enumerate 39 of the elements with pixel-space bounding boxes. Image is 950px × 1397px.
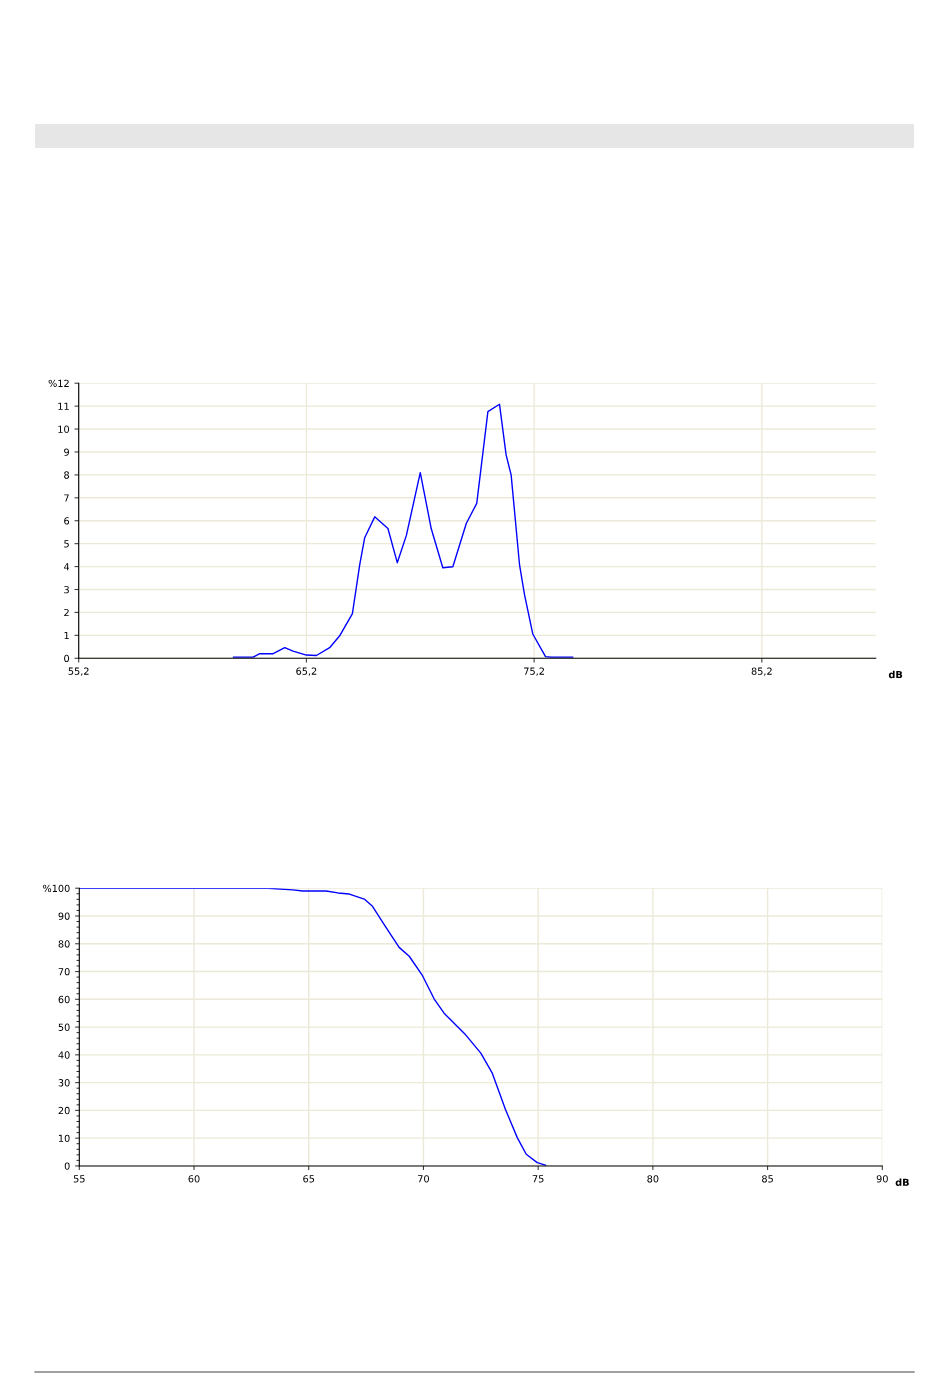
y-tick-label: 7 xyxy=(64,494,69,502)
y-tick-label: 70 xyxy=(58,968,70,976)
y-tick-label: 90 xyxy=(58,912,70,920)
y-tick-label: 3 xyxy=(64,585,69,594)
y-tick-label: 60 xyxy=(58,995,70,1004)
x-tick-label: 85 xyxy=(762,1175,773,1183)
y-tick-label: 4 xyxy=(63,563,70,571)
x-tick-label: 55,2 xyxy=(68,667,89,676)
y-tick-label: 20 xyxy=(58,1106,70,1115)
y-tick-label: 11 xyxy=(58,402,69,410)
x-axis-title: dB xyxy=(888,670,903,679)
x-tick-label: 70 xyxy=(418,1175,429,1183)
y-tick-label: 30 xyxy=(58,1079,70,1087)
y-tick-label: %12 xyxy=(48,379,69,388)
y-tick-label: 5 xyxy=(64,540,69,548)
x-axis-title: dB xyxy=(895,1178,909,1186)
y-tick-label: 8 xyxy=(64,471,70,479)
y-tick-label: 0 xyxy=(64,654,70,663)
y-tick-label: 0 xyxy=(64,1162,70,1170)
y-tick-label: 40 xyxy=(58,1051,70,1059)
y-tick-label: 50 xyxy=(58,1023,70,1031)
line-series xyxy=(232,403,574,658)
y-tick-label: %100 xyxy=(43,884,70,893)
x-tick-label: 80 xyxy=(647,1175,659,1183)
y-tick-label: 2 xyxy=(64,608,69,617)
y-tick-label: 10 xyxy=(58,425,70,433)
y-tick-label: 1 xyxy=(64,631,69,640)
x-tick-label: 60 xyxy=(188,1175,200,1183)
y-tick-label: 6 xyxy=(64,517,70,525)
x-tick-label: 65,2 xyxy=(296,667,317,676)
x-tick-label: 55 xyxy=(73,1175,85,1183)
y-tick-label: 9 xyxy=(64,448,69,456)
x-tick-label: 90 xyxy=(876,1175,888,1183)
x-tick-label: 65 xyxy=(303,1175,315,1183)
x-tick-label: 75,2 xyxy=(524,667,544,676)
y-tick-label: 80 xyxy=(58,940,70,948)
x-tick-label: 75 xyxy=(532,1175,544,1183)
x-tick-label: 85,2 xyxy=(751,667,772,676)
y-tick-label: 10 xyxy=(58,1134,70,1142)
